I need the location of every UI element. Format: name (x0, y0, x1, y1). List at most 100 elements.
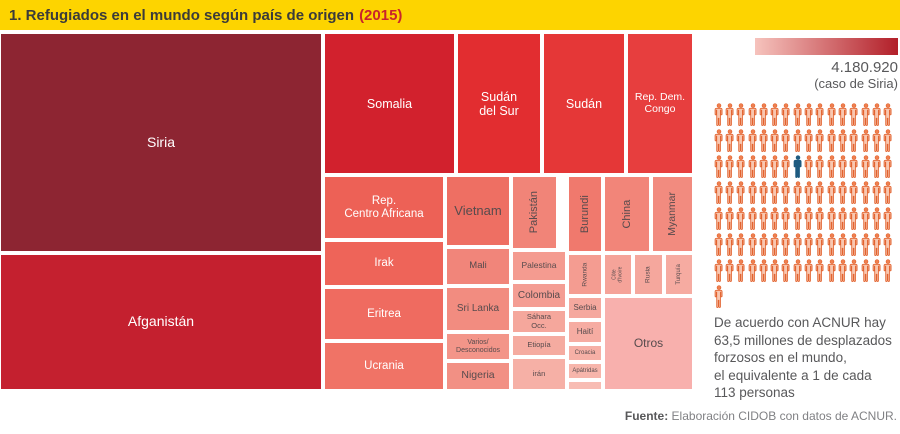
treemap-cell-sahara-occ: Sáhara Occ. (512, 310, 566, 333)
treemap-cell-mali: Mali (446, 248, 510, 285)
person-icon (815, 103, 826, 129)
person-icon (736, 259, 747, 285)
population-pictogram (713, 103, 895, 311)
chart-title-year: (2015) (359, 6, 403, 24)
treemap-cell-varios-desconocidos: Varios/ Desconocidos (446, 333, 510, 360)
treemap-cell-label: Sri Lanka (456, 303, 500, 315)
person-icon (803, 129, 814, 155)
scale-max-note: (caso de Siria) (814, 76, 898, 91)
treemap-cell-colombia: Colombia (512, 283, 566, 308)
treemap-cell-label: Rwanda (581, 262, 589, 287)
person-icon (736, 155, 747, 181)
treemap-cell-label: Rusia (644, 266, 652, 283)
person-icon (758, 207, 769, 233)
person-icon (736, 103, 747, 129)
person-icon (803, 259, 814, 285)
person-icon (849, 233, 860, 259)
person-icon (882, 155, 893, 181)
treemap-cell-label: Siria (146, 133, 175, 150)
person-icon (713, 181, 724, 207)
person-icon (758, 103, 769, 129)
person-icon (747, 181, 758, 207)
treemap-cell-label: Ucrania (364, 359, 404, 372)
person-icon (860, 259, 871, 285)
person-icon (871, 103, 882, 129)
treemap-cell-siria: Siria (0, 33, 322, 252)
person-icon (769, 129, 780, 155)
treemap-cell-croacia: Croacia (568, 345, 602, 361)
treemap-cell-label: China (620, 199, 633, 229)
person-icon (860, 129, 871, 155)
person-icon (769, 207, 780, 233)
person-icon (826, 181, 837, 207)
person-icon (769, 181, 780, 207)
person-icon (747, 259, 758, 285)
person-icon (792, 259, 803, 285)
treemap-cell-label: Rep. Dem. Congo (634, 90, 686, 115)
person-icon (815, 129, 826, 155)
treemap-cell-haiti: Haití (568, 321, 602, 343)
treemap-cell-label: Etiopía (527, 340, 551, 350)
treemap-cell-etiopia: Etiopía (512, 335, 566, 356)
person-icon (837, 259, 848, 285)
person-icon (860, 103, 871, 129)
treemap-cell-afganistan: Afganistán (0, 254, 322, 390)
person-icon (792, 103, 803, 129)
person-icon (792, 233, 803, 259)
person-icon (860, 181, 871, 207)
person-icon (803, 207, 814, 233)
treemap-cell-label: Turquía (675, 264, 682, 285)
person-icon (815, 155, 826, 181)
treemap-cell-label: Mali (469, 260, 487, 272)
treemap-cell-rwanda: Rwanda (568, 254, 602, 295)
person-icon (713, 155, 724, 181)
person-icon (713, 233, 724, 259)
person-icon (826, 207, 837, 233)
person-icon (871, 207, 882, 233)
person-icon (769, 155, 780, 181)
treemap-cell-apatridas: Apátridas (568, 363, 602, 379)
person-icon (826, 259, 837, 285)
treemap-cell-label: Palestina (521, 260, 557, 271)
person-icon (724, 259, 735, 285)
person-icon (849, 181, 860, 207)
treemap-cell-label: irán (532, 368, 546, 378)
person-icon (758, 233, 769, 259)
person-icon (849, 103, 860, 129)
person-icon (713, 285, 724, 311)
treemap-cell-label: Otros (633, 335, 664, 350)
person-icon (837, 155, 848, 181)
person-icon (713, 207, 724, 233)
person-icon (826, 233, 837, 259)
treemap-cell-label: Varios/ Desconocidos (456, 338, 500, 354)
person-icon (803, 155, 814, 181)
person-icon (747, 129, 758, 155)
person-icon (815, 259, 826, 285)
person-icon (769, 103, 780, 129)
treemap-cell-iran: irán (512, 358, 566, 390)
legend-panel: 4.180.920 (caso de Siria) De acuerdo con… (700, 33, 900, 428)
person-icon (769, 233, 780, 259)
person-icon (871, 181, 882, 207)
person-icon (871, 155, 882, 181)
person-icon (803, 181, 814, 207)
person-icon (713, 103, 724, 129)
person-icon (849, 259, 860, 285)
treemap-cell-label: Croacia (574, 349, 596, 356)
treemap-cell-palestina: Palestina (512, 251, 566, 281)
color-scale-gradient (755, 38, 898, 55)
treemap-cell-sudan-del-sur: Sudán del Sur (457, 33, 541, 174)
person-icon (826, 129, 837, 155)
title-bar: 1. Refugiados en el mundo según país de … (0, 0, 900, 30)
person-icon (882, 207, 893, 233)
person-icon (803, 233, 814, 259)
color-scale-values: 4.180.920 (caso de Siria) (814, 59, 898, 91)
person-icon (882, 259, 893, 285)
person-icon (758, 259, 769, 285)
person-icon (792, 207, 803, 233)
person-icon (837, 233, 848, 259)
person-icon (871, 259, 882, 285)
treemap-cell-label: Rep. Centro Africana (344, 194, 424, 220)
